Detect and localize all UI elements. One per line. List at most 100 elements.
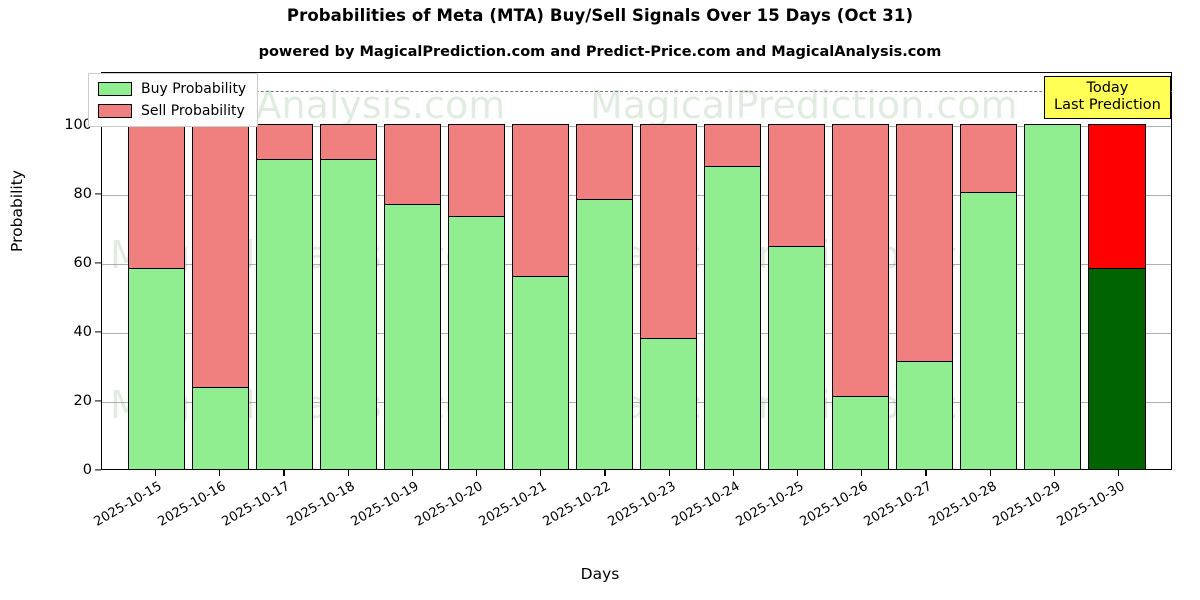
x-tick-mark bbox=[476, 470, 478, 476]
bar-segment-buy[interactable] bbox=[640, 337, 698, 469]
legend-swatch-sell-icon bbox=[98, 104, 132, 118]
bar-column[interactable] bbox=[316, 73, 380, 469]
y-tick-label: 100 bbox=[64, 117, 92, 133]
y-tick-label: 40 bbox=[73, 324, 92, 340]
bar-column[interactable] bbox=[829, 73, 893, 469]
bar-segment-buy[interactable] bbox=[768, 246, 826, 469]
x-tick-mark bbox=[347, 470, 349, 476]
bar-segment-sell[interactable] bbox=[127, 124, 185, 268]
bar-segment-sell[interactable] bbox=[768, 124, 826, 247]
reference-dashed-line bbox=[101, 90, 1172, 92]
x-tick-mark bbox=[925, 470, 927, 476]
today-label-line2: Last Prediction bbox=[1054, 96, 1161, 113]
x-tick-mark bbox=[219, 470, 221, 476]
bar-column[interactable] bbox=[701, 73, 765, 469]
x-tick-mark bbox=[604, 470, 606, 476]
chart-legend[interactable]: Buy Probability Sell Probability bbox=[88, 73, 259, 127]
bar-stack bbox=[447, 73, 505, 469]
bar-segment-sell[interactable] bbox=[575, 124, 633, 199]
bar-column[interactable] bbox=[1085, 73, 1149, 469]
bar-stack bbox=[1024, 73, 1082, 469]
bar-segment-buy[interactable] bbox=[447, 215, 505, 469]
bar-segment-sell[interactable] bbox=[447, 124, 505, 216]
gridline bbox=[102, 333, 1171, 334]
bar-series-container bbox=[102, 73, 1171, 469]
legend-item-sell[interactable]: Sell Probability bbox=[98, 103, 246, 119]
bar-stack bbox=[832, 73, 890, 469]
bar-segment-sell[interactable] bbox=[704, 124, 762, 167]
y-tick-mark bbox=[95, 469, 101, 471]
x-tick-mark bbox=[989, 470, 991, 476]
bar-segment-sell[interactable] bbox=[511, 124, 569, 277]
bar-segment-buy[interactable] bbox=[832, 395, 890, 469]
y-axis-title: Probability bbox=[8, 170, 26, 252]
bar-column[interactable] bbox=[252, 73, 316, 469]
bar-column[interactable] bbox=[957, 73, 1021, 469]
bar-column[interactable] bbox=[765, 73, 829, 469]
bar-segment-buy[interactable] bbox=[255, 159, 313, 469]
legend-item-buy[interactable]: Buy Probability bbox=[98, 81, 246, 97]
bar-stack bbox=[127, 73, 185, 469]
y-tick-label: 20 bbox=[73, 393, 92, 409]
bar-segment-sell[interactable] bbox=[640, 124, 698, 338]
x-tick-mark bbox=[668, 470, 670, 476]
bar-segment-buy[interactable] bbox=[383, 203, 441, 469]
bar-segment-buy[interactable] bbox=[1088, 267, 1146, 469]
bar-segment-buy[interactable] bbox=[896, 361, 954, 469]
bar-segment-sell[interactable] bbox=[896, 124, 954, 362]
x-tick-mark bbox=[1053, 470, 1055, 476]
bar-segment-buy[interactable] bbox=[127, 267, 185, 469]
x-tick-mark bbox=[411, 470, 414, 476]
gridline bbox=[102, 126, 1171, 127]
y-tick-label: 60 bbox=[73, 255, 92, 271]
today-label-line1: Today bbox=[1086, 80, 1129, 96]
legend-label-buy: Buy Probability bbox=[141, 81, 247, 97]
bar-stack bbox=[319, 73, 377, 469]
bar-segment-buy[interactable] bbox=[704, 166, 762, 469]
bar-column[interactable] bbox=[572, 73, 636, 469]
x-tick-mark bbox=[732, 470, 734, 476]
bar-segment-buy[interactable] bbox=[575, 198, 633, 469]
bar-column[interactable] bbox=[637, 73, 701, 469]
gridline bbox=[102, 264, 1171, 265]
bar-segment-buy[interactable] bbox=[511, 276, 569, 469]
y-tick-mark bbox=[95, 262, 101, 264]
bar-segment-buy[interactable] bbox=[1024, 124, 1082, 469]
x-tick-mark bbox=[796, 470, 799, 476]
bar-segment-sell[interactable] bbox=[960, 124, 1018, 192]
legend-label-sell: Sell Probability bbox=[141, 103, 245, 119]
x-tick-mark bbox=[861, 470, 863, 476]
bar-segment-buy[interactable] bbox=[319, 159, 377, 469]
bar-column[interactable] bbox=[124, 73, 188, 469]
x-tick-mark bbox=[283, 470, 285, 476]
bar-column[interactable] bbox=[188, 73, 252, 469]
bar-stack bbox=[575, 73, 633, 469]
bar-stack bbox=[896, 73, 954, 469]
y-tick-mark bbox=[95, 193, 101, 195]
bar-segment-sell[interactable] bbox=[191, 124, 249, 387]
bar-stack bbox=[640, 73, 698, 469]
bar-column[interactable] bbox=[1021, 73, 1085, 469]
bar-segment-sell[interactable] bbox=[255, 124, 313, 160]
bar-column[interactable] bbox=[508, 73, 572, 469]
bar-column[interactable] bbox=[893, 73, 957, 469]
x-axis-title: Days bbox=[580, 565, 620, 583]
legend-swatch-buy-icon bbox=[98, 82, 132, 96]
plot-area: MagicalAnalysis.com MagicalPrediction.com… bbox=[101, 72, 1172, 470]
x-tick-mark bbox=[540, 470, 542, 476]
chart-subtitle: powered by MagicalPrediction.com and Pre… bbox=[258, 44, 942, 60]
bar-stack bbox=[255, 73, 313, 469]
bar-column[interactable] bbox=[444, 73, 508, 469]
bar-stack bbox=[704, 73, 762, 469]
bar-segment-sell[interactable] bbox=[832, 124, 890, 396]
bar-column[interactable] bbox=[380, 73, 444, 469]
bar-segment-sell[interactable] bbox=[383, 124, 441, 204]
page-title: Probabilities of Meta (MTA) Buy/Sell Sig… bbox=[286, 6, 914, 25]
bar-stack bbox=[511, 73, 569, 469]
bar-segment-buy[interactable] bbox=[191, 386, 249, 469]
bar-segment-sell[interactable] bbox=[319, 124, 377, 160]
bar-segment-sell[interactable] bbox=[1088, 124, 1146, 268]
bar-segment-buy[interactable] bbox=[960, 191, 1018, 469]
bar-stack bbox=[191, 73, 249, 469]
today-annotation-box: Today Last Prediction bbox=[1044, 76, 1171, 120]
